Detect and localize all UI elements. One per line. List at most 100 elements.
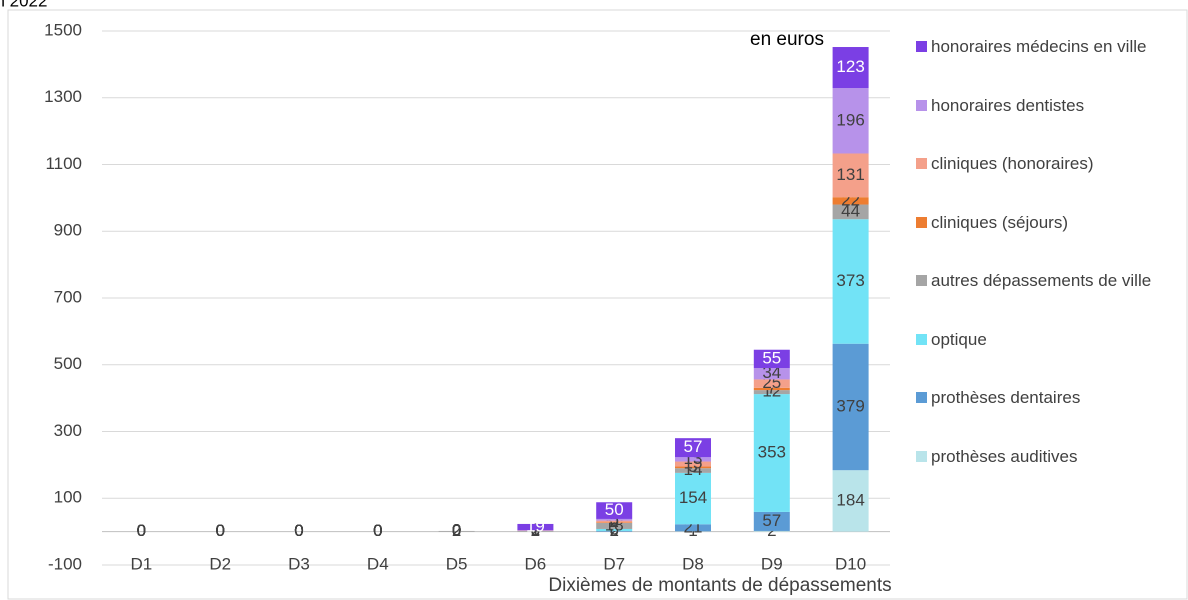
y-tick-label: 1100 — [45, 154, 82, 173]
bar-segment — [832, 153, 869, 198]
legend-swatch — [916, 392, 927, 403]
bar-segment — [675, 524, 711, 532]
data-label: 0 — [294, 521, 303, 540]
y-tick-label: 100 — [54, 488, 82, 507]
bar-segment — [832, 204, 869, 220]
data-label: 131 — [836, 165, 864, 184]
bar-segment — [596, 530, 633, 532]
data-label: 0 — [452, 521, 461, 540]
legend-label: prothèses auditives — [931, 446, 1078, 466]
bar-segment — [753, 368, 790, 380]
data-label: 0 — [215, 521, 224, 540]
data-label: 0 — [373, 521, 382, 540]
legend-item: autres dépassements de ville — [916, 268, 1166, 294]
data-label: 0 — [137, 521, 146, 540]
legend-swatch — [916, 158, 927, 169]
data-label: 0 — [294, 521, 303, 540]
data-label: 0 — [373, 521, 382, 540]
x-tick-label: D10 — [835, 554, 866, 573]
bar-segment — [596, 520, 633, 523]
bar-segment — [753, 349, 790, 369]
legend-swatch — [916, 41, 927, 52]
bar-segment — [675, 466, 711, 469]
bar-segment — [753, 390, 790, 395]
data-label: 7 — [767, 378, 776, 397]
x-tick-label: D5 — [446, 554, 468, 573]
legend-item: honoraires dentistes — [916, 93, 1166, 119]
data-label: 184 — [836, 490, 864, 509]
legend-swatch — [916, 450, 927, 462]
bar-segment — [753, 379, 790, 388]
x-tick-label: D6 — [525, 554, 547, 573]
data-label: 44 — [841, 201, 860, 220]
data-label: 0 — [215, 521, 224, 540]
data-label: 0 — [452, 521, 461, 540]
data-label: 0 — [137, 521, 146, 540]
bar-segment — [675, 468, 711, 473]
data-label: 0 — [373, 521, 382, 540]
y-tick-label: -100 — [48, 554, 82, 573]
data-label: 0 — [215, 521, 224, 540]
legend-label: honoraires dentistes — [931, 95, 1085, 115]
legend-item: prothèses dentaires — [916, 385, 1166, 411]
legend-label: cliniques (séjours) — [931, 212, 1068, 232]
data-label: 57 — [762, 511, 781, 530]
data-label: 353 — [758, 443, 786, 462]
data-label: 0 — [215, 521, 224, 540]
x-tick-label: D1 — [131, 554, 153, 573]
x-tick-label: D9 — [761, 554, 783, 573]
data-label: 0 — [294, 521, 303, 540]
bar-segment — [832, 47, 869, 89]
x-tick-label: D7 — [603, 554, 625, 573]
y-tick-label: 1500 — [44, 20, 82, 39]
y-tick-label: 900 — [54, 221, 82, 240]
data-label: 0 — [215, 521, 224, 540]
y-tick-label: 500 — [54, 354, 82, 373]
legend-item: prothèses auditives — [916, 444, 1166, 470]
data-label: 379 — [836, 396, 864, 415]
legend-label: optique — [931, 329, 987, 349]
legend-label: honoraires médecins en ville — [931, 37, 1147, 56]
bar-segment — [675, 457, 711, 462]
data-label: 0 — [294, 521, 303, 540]
data-label: 50 — [605, 500, 624, 519]
legend-swatch — [916, 275, 927, 286]
x-axis-title: Dixièmes de montants de dépassements — [548, 575, 891, 596]
legend-item: honoraires médecins en ville — [916, 34, 1166, 60]
bar-segment — [517, 523, 554, 531]
data-label: 0 — [294, 521, 303, 540]
legend-swatch — [916, 216, 927, 228]
data-label: 0 — [137, 521, 146, 540]
chart-frame — [7, 9, 1188, 600]
data-label: 0 — [373, 521, 382, 540]
data-label: 0 — [137, 521, 146, 540]
y-tick-label: 300 — [54, 421, 82, 440]
legend-label: prothèses dentaires — [931, 388, 1081, 407]
data-label: 0 — [215, 521, 224, 540]
bar-segment — [753, 511, 790, 531]
bar-segment — [517, 530, 554, 532]
data-label: 0 — [452, 520, 461, 539]
data-label: 196 — [836, 110, 864, 129]
bar-segment — [753, 394, 790, 512]
y-tick-label: 700 — [54, 287, 82, 306]
data-label: 0 — [373, 521, 382, 540]
data-label: 0 — [137, 521, 146, 540]
annotation: en euros — [750, 29, 824, 50]
data-label: 57 — [684, 437, 703, 456]
legend-swatch — [916, 99, 927, 111]
bar-segment — [832, 343, 869, 471]
data-label: 0 — [373, 521, 382, 540]
bar-segment — [753, 387, 790, 391]
data-label: 123 — [836, 57, 864, 76]
data-label: 0 — [452, 520, 461, 539]
x-tick-label: D8 — [682, 554, 704, 573]
data-label: 0 — [294, 521, 303, 540]
bar-segment — [832, 88, 869, 154]
bar-segment — [438, 530, 475, 532]
data-label: 2 — [452, 521, 461, 540]
data-label: 0 — [294, 521, 303, 540]
legend-label: autres dépassements de ville — [931, 271, 1152, 290]
data-label: 0 — [373, 521, 382, 540]
